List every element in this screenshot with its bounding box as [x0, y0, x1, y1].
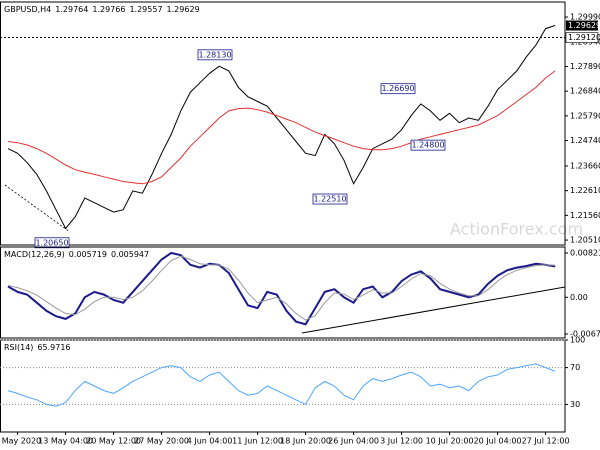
- x-tick-label: 13 May 04:00: [38, 437, 93, 446]
- panel-frame: [0, 246, 566, 339]
- annotation-box: [197, 49, 233, 61]
- annotation-label: 1.24800: [411, 141, 444, 150]
- y-tick-label: 100: [570, 336, 585, 345]
- watermark: ActionForex.com: [450, 220, 583, 239]
- series-line: [7, 25, 556, 230]
- y-tick-label: 1.24740: [570, 136, 600, 145]
- annotation-box: [380, 83, 416, 95]
- trend-line: [4, 184, 71, 233]
- y-tick-label: 1.22610: [570, 186, 600, 195]
- x-tick-label: 5 May 2020: [0, 437, 41, 446]
- annotation-label: 1.26690: [381, 84, 414, 93]
- x-tick-label: 4 Jun 04:00: [187, 437, 233, 446]
- x-tick-label: 27 Jul 12:00: [522, 437, 570, 446]
- header-item: 65.9716: [37, 343, 70, 352]
- annotation-box: [34, 237, 70, 249]
- y-tick-label: 1.25790: [570, 111, 600, 120]
- header-item: 1.29766: [92, 5, 125, 14]
- y-tick-label: 0.00: [570, 293, 588, 302]
- trend-line: [301, 286, 566, 334]
- y-tick-label: 1.21560: [570, 211, 600, 220]
- annotation-box: [312, 193, 348, 205]
- price-label: 1.29120: [568, 33, 600, 42]
- annotation-label: 1.20650: [35, 238, 68, 247]
- y-tick-label: 0.008213: [570, 248, 600, 257]
- y-tick-label: 30: [570, 400, 580, 409]
- header-item: 1.29764: [55, 5, 88, 14]
- header-item: 1.29629: [167, 5, 200, 14]
- header-item: RSI(14): [4, 343, 33, 352]
- y-tick-label: 1.27890: [570, 62, 600, 71]
- x-tick-label: 18 Jun 20:00: [280, 437, 331, 446]
- annotation-box: [410, 139, 446, 151]
- x-tick-label: 26 Jun 04:00: [328, 437, 379, 446]
- header-item: GBPUSD,H4: [4, 5, 51, 14]
- y-tick-label: 1.20510: [570, 236, 600, 245]
- x-tick-label: 11 Jun 12:00: [232, 437, 283, 446]
- y-tick-label: 1.29990: [570, 13, 600, 22]
- header-item: MACD(12,26,9): [4, 250, 65, 259]
- panel-frame: [0, 1, 566, 246]
- series-line: [7, 363, 556, 407]
- x-tick-label: 3 Jul 12:00: [380, 437, 423, 446]
- panel-header: GBPUSD,H4 1.29764 1.29766 1.29557 1.29629: [4, 5, 200, 14]
- header-item: 0.005719: [69, 250, 107, 259]
- x-tick-label: 20 May 12:00: [86, 437, 141, 446]
- price-box: [566, 20, 598, 31]
- x-tick-label: 20 Jul 04:00: [474, 437, 522, 446]
- series-line: [7, 251, 556, 326]
- header-item: 0.005947: [111, 250, 149, 259]
- x-tick-label: 10 Jul 20:00: [426, 437, 474, 446]
- x-tick-label: 27 May 20:00: [134, 437, 189, 446]
- y-tick-label: 1.26840: [570, 87, 600, 96]
- panel-header: RSI(14) 65.9716: [4, 343, 71, 352]
- price-label: 1.29629: [568, 21, 600, 30]
- series-line: [7, 255, 556, 321]
- price-box: [565, 32, 599, 43]
- annotation-label: 1.28130: [198, 50, 231, 59]
- y-tick-label: 1.23660: [570, 161, 600, 170]
- panel-header: MACD(12,26,9) 0.005719 0.005947: [4, 250, 149, 259]
- y-tick-label: -0.006796: [570, 329, 600, 338]
- header-item: 1.29557: [129, 5, 162, 14]
- annotation-label: 1.22510: [313, 195, 346, 204]
- series-line: [7, 70, 556, 185]
- y-tick-label: 70: [570, 363, 580, 372]
